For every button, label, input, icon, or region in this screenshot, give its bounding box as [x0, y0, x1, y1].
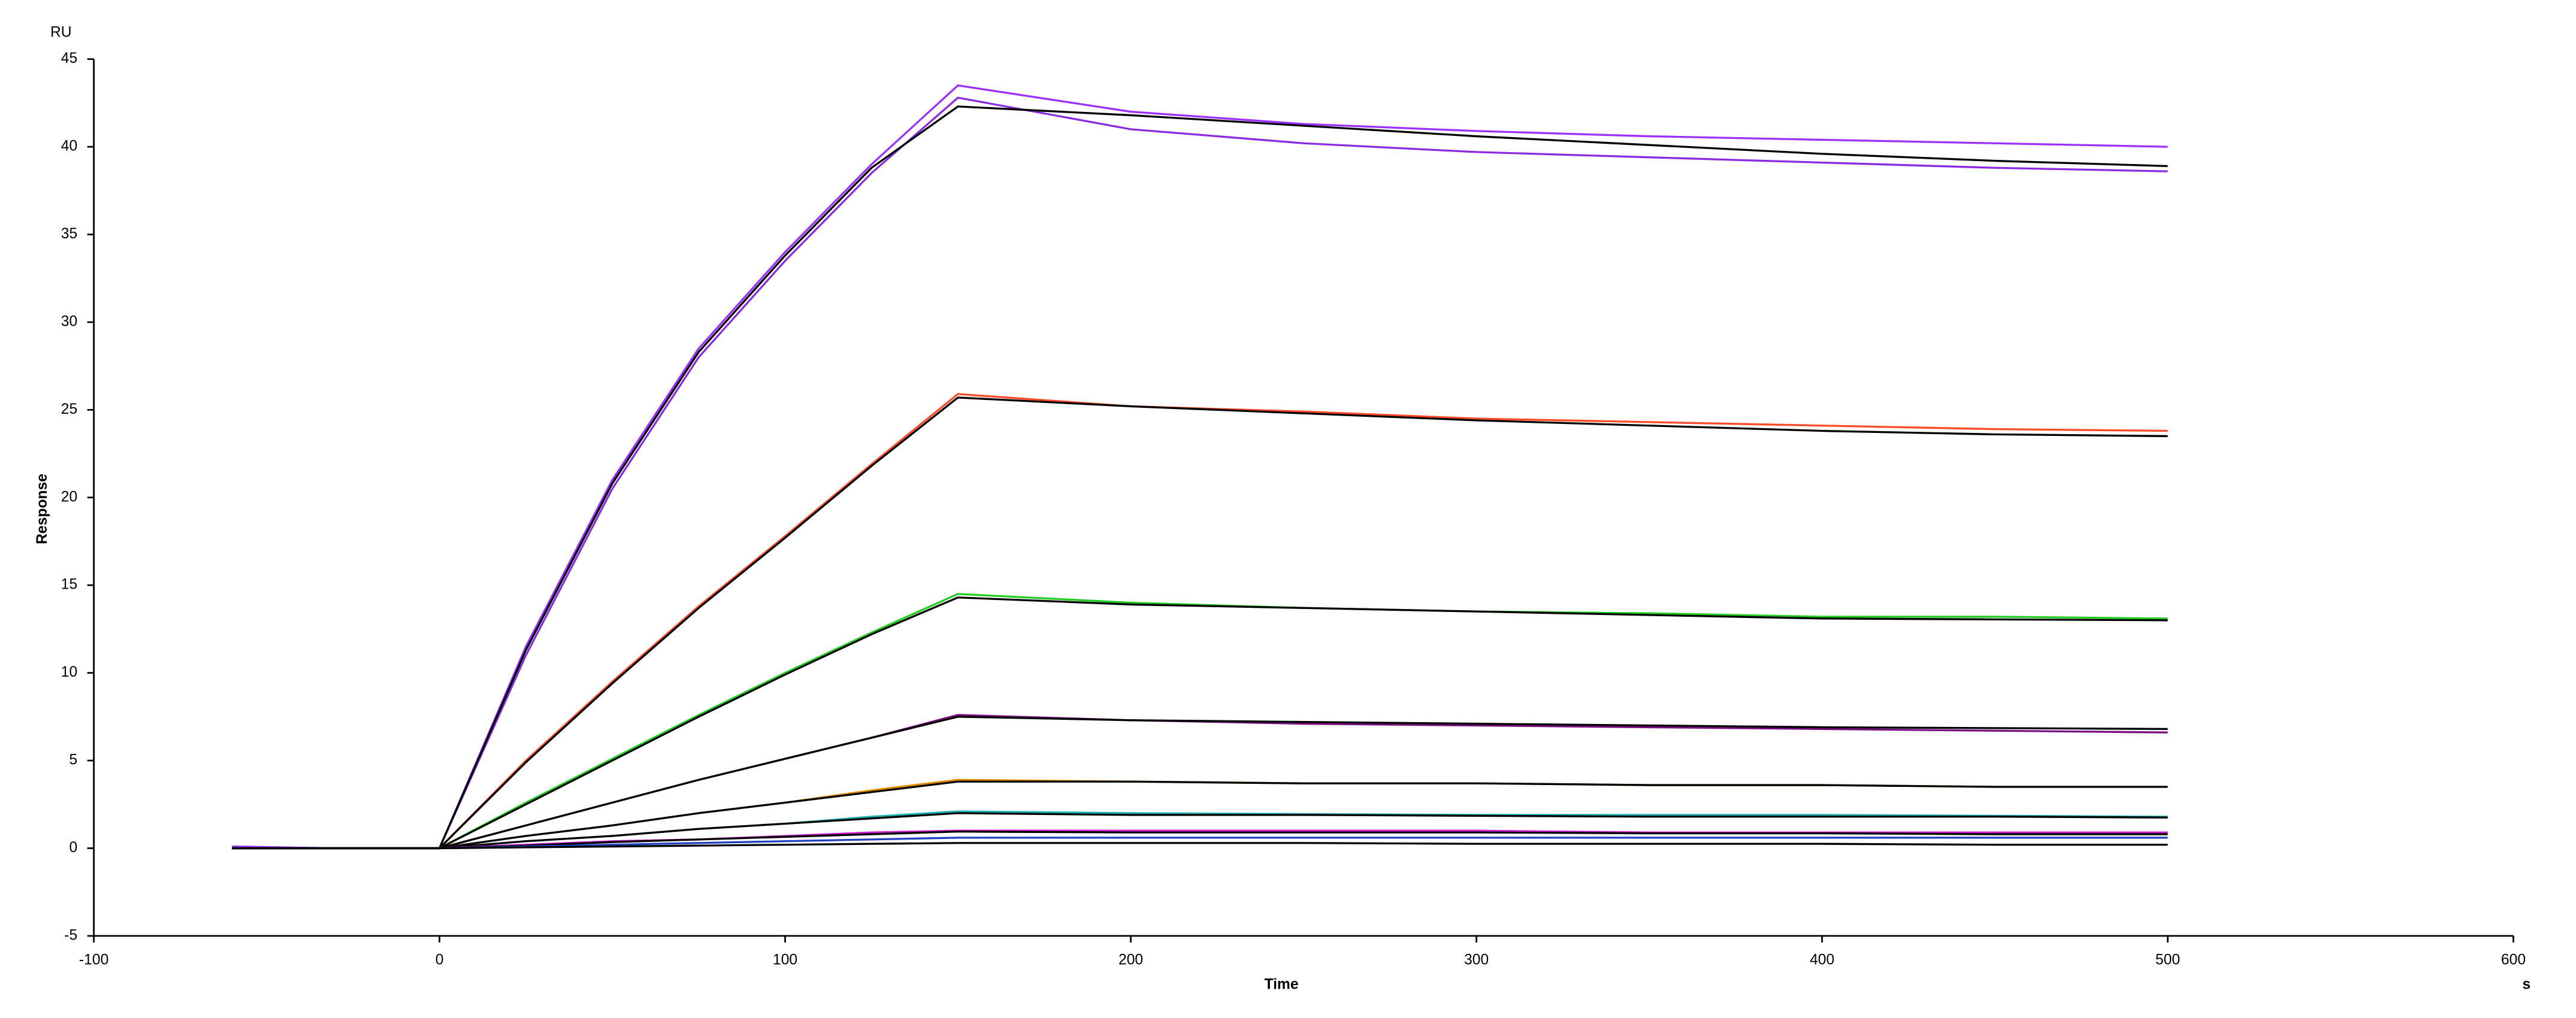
- x-tick-label: 400: [1810, 952, 1834, 968]
- y-tick-label: 15: [61, 577, 77, 593]
- y-axis-title: Response: [34, 474, 50, 544]
- y-tick-label: 25: [61, 401, 77, 417]
- x-tick-label: 600: [2501, 952, 2526, 968]
- x-axis-title: Time: [1264, 977, 1298, 993]
- x-tick-label: -100: [79, 952, 108, 968]
- x-tick-label: 300: [1464, 952, 1489, 968]
- series-line: [232, 84, 2168, 850]
- series-line: [232, 812, 2168, 850]
- series-line: [232, 596, 2168, 850]
- series-line: [232, 716, 2168, 850]
- y-tick-label: 10: [61, 664, 77, 680]
- series-line: [232, 105, 2168, 850]
- x-unit: s: [2523, 977, 2531, 993]
- y-tick-label: 35: [61, 226, 77, 242]
- x-tick-label: 100: [773, 952, 797, 968]
- series-line: [232, 842, 2168, 850]
- x-tick-label: 500: [2155, 952, 2180, 968]
- x-tick-label: 0: [436, 952, 444, 968]
- series-line: [232, 393, 2168, 850]
- y-tick-label: 40: [61, 138, 77, 154]
- y-tick-label: -5: [64, 927, 77, 943]
- y-tick-label: 0: [69, 840, 77, 856]
- y-tick-label: 5: [69, 752, 77, 768]
- y-tick-label: 30: [61, 313, 77, 329]
- series-line: [232, 780, 2168, 850]
- y-unit: RU: [50, 24, 72, 40]
- series-line: [232, 396, 2168, 850]
- x-tick-label: 200: [1118, 952, 1143, 968]
- series-line: [232, 96, 2168, 850]
- y-tick-label: 20: [61, 489, 77, 505]
- y-tick-label: 45: [61, 50, 77, 66]
